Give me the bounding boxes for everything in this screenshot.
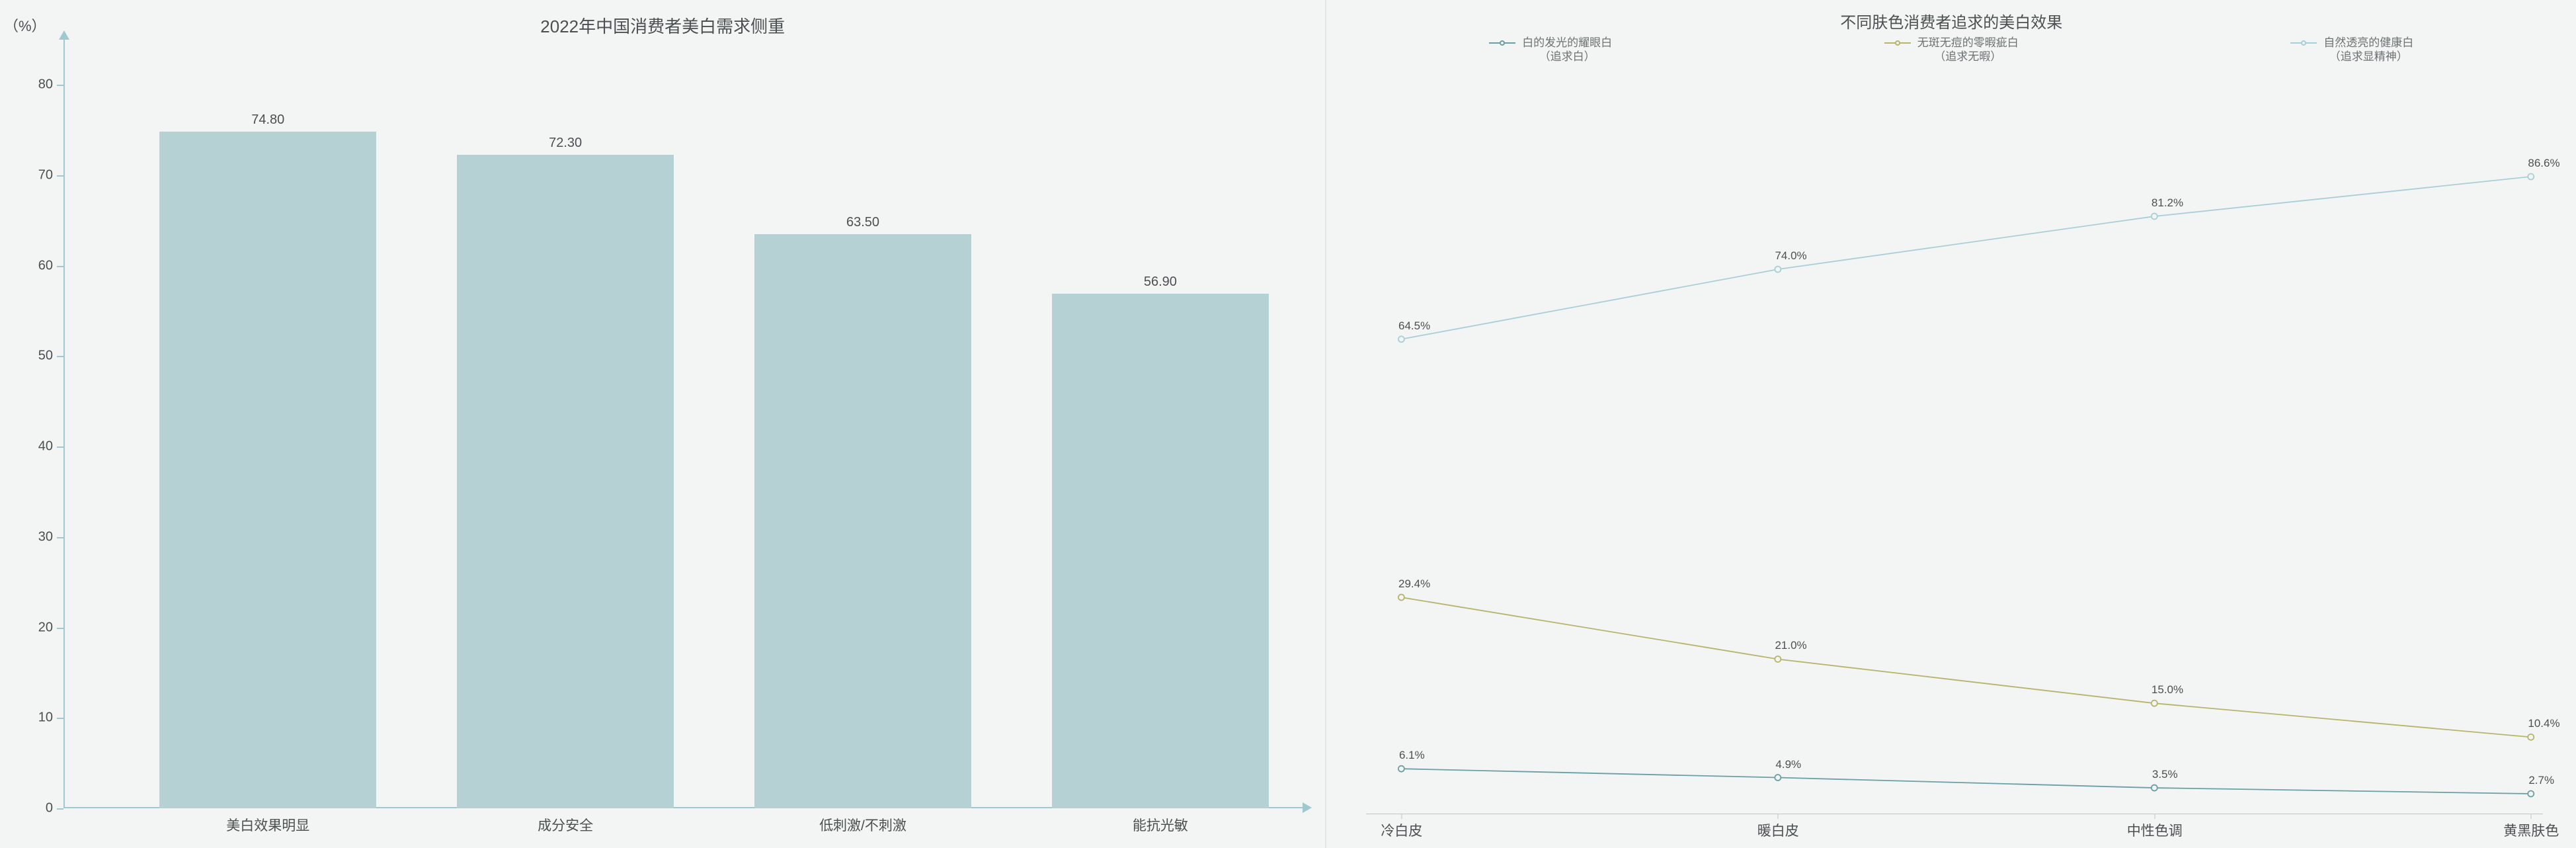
legend-label: 自然透亮的健康白 （追求显精神） [2323, 36, 2413, 64]
bar [754, 234, 971, 808]
x-tick-mark [1778, 814, 1779, 819]
line-chart-panel: 不同肤色消费者追求的美白效果 白的发光的耀眼白 （追求白） 无斑无痘的零暇疵白 （… [1326, 0, 2576, 848]
series-point [2528, 734, 2534, 740]
series-point [2528, 174, 2534, 180]
y-tick-label: 60 [38, 258, 63, 273]
x-tick-mark [2154, 814, 2155, 819]
x-category-label: 冷白皮 [1381, 820, 1422, 840]
bar-value-label: 56.90 [1052, 275, 1269, 290]
point-value-label: 86.6% [2528, 157, 2559, 170]
point-value-label: 3.5% [2152, 768, 2178, 781]
point-value-label: 4.9% [1775, 758, 1801, 771]
bar-value-label: 72.30 [457, 136, 674, 151]
legend-swatch-icon [2290, 42, 2317, 44]
series-point [1398, 595, 1404, 601]
point-value-label: 15.0% [2152, 683, 2183, 697]
point-value-label: 81.2% [2152, 196, 2183, 210]
x-category-label: 暖白皮 [1757, 820, 1799, 840]
legend-item: 白的发光的耀眼白 （追求白） [1489, 36, 1612, 64]
bar-slot: 74.80美白效果明显 [159, 132, 376, 808]
y-tick-label: 20 [38, 620, 63, 635]
legend-item: 无斑无痘的零暇疵白 （追求无暇） [1884, 36, 2019, 64]
line-chart-legend: 白的发光的耀眼白 （追求白） 无斑无痘的零暇疵白 （追求无暇） 自然透亮的健康白 （… [1353, 36, 2550, 64]
x-tick-mark [1401, 814, 1402, 819]
bar-slot: 56.90能抗光敏 [1052, 294, 1269, 808]
x-category-label: 中性色调 [2127, 820, 2183, 840]
y-tick-label: 30 [38, 529, 63, 544]
y-tick-label: 40 [38, 439, 63, 454]
point-value-label: 74.0% [1775, 249, 1806, 263]
point-value-label: 6.1% [1399, 749, 1425, 762]
point-value-label: 21.0% [1775, 639, 1806, 652]
y-tick-label: 50 [38, 349, 63, 364]
legend-item: 自然透亮的健康白 （追求显精神） [2290, 36, 2413, 64]
legend-label: 白的发光的耀眼白 （追求白） [1522, 36, 1612, 64]
x-tick-mark [2531, 814, 2532, 819]
series-point [1775, 775, 1781, 781]
bar-slot: 72.30成分安全 [457, 155, 674, 808]
point-value-label: 10.4% [2528, 717, 2559, 730]
bar-category-label: 能抗光敏 [1032, 815, 1289, 835]
point-value-label: 29.4% [1398, 577, 1430, 591]
bar [159, 132, 376, 808]
x-category-label: 黄黑肤色 [2503, 820, 2559, 840]
bar-category-label: 成分安全 [437, 815, 694, 835]
series-line [1402, 177, 2531, 339]
series-point [2152, 214, 2157, 220]
bar-slot: 63.50低刺激/不刺激 [754, 234, 971, 808]
bar-chart-y-axis [63, 40, 65, 808]
x-axis-arrow-icon [1303, 802, 1312, 813]
series-point [2152, 700, 2157, 706]
bar-value-label: 63.50 [754, 215, 971, 230]
legend-label: 无斑无痘的零暇疵白 （追求无暇） [1917, 36, 2019, 64]
point-value-label: 2.7% [2528, 774, 2554, 787]
bar-value-label: 74.80 [159, 112, 376, 128]
line-chart-plot-area: 冷白皮暖白皮中性色调黄黑肤色6.1%4.9%3.5%2.7%29.4%21.0%… [1366, 78, 2543, 814]
bar-chart-title: 2022年中国消费者美白需求侧重 [0, 13, 1325, 38]
y-tick-label: 10 [38, 710, 63, 726]
legend-swatch-icon [1489, 42, 1515, 44]
series-point [2528, 790, 2534, 796]
series-point [1775, 656, 1781, 662]
series-point [1775, 267, 1781, 273]
series-point [2152, 785, 2157, 791]
bar-category-label: 低刺激/不刺激 [735, 815, 991, 835]
series-point [1398, 766, 1404, 772]
y-tick-label: 80 [38, 77, 63, 93]
y-axis-arrow-icon [59, 30, 69, 40]
bar-chart-panel: （%） 2022年中国消费者美白需求侧重 0102030405060708074… [0, 0, 1326, 848]
line-chart-title: 不同肤色消费者追求的美白效果 [1326, 9, 2576, 32]
bar [457, 155, 674, 808]
series-line [1402, 769, 2531, 794]
legend-swatch-icon [1884, 42, 1911, 44]
y-tick-label: 70 [38, 168, 63, 183]
bar-category-label: 美白效果明显 [140, 815, 396, 835]
bar [1052, 294, 1269, 808]
y-tick-label: 0 [46, 801, 63, 816]
series-line [1402, 597, 2531, 737]
point-value-label: 64.5% [1398, 319, 1430, 333]
line-chart-svg [1366, 78, 2543, 814]
series-point [1398, 336, 1404, 342]
bar-chart-plot-area: 0102030405060708074.80美白效果明显72.30成分安全63.… [63, 40, 1303, 808]
